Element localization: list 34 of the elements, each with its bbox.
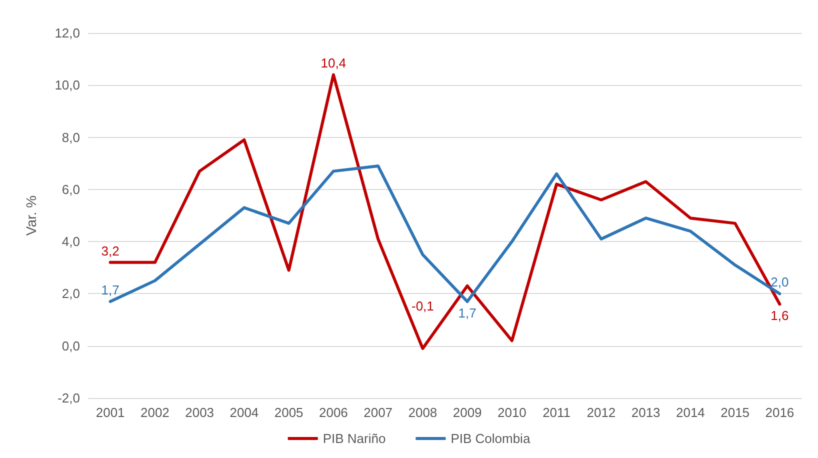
x-tick-label: 2009: [452, 405, 482, 420]
y-tick-label: 6,0: [62, 182, 80, 197]
x-tick-label: 2012: [586, 405, 616, 420]
y-axis-title: Var. %: [23, 195, 39, 236]
legend-label: PIB Nariño: [322, 431, 386, 446]
data-label: 2,0: [770, 274, 789, 290]
data-label: 10,4: [320, 56, 346, 71]
y-tick-label: 2,0: [62, 286, 80, 302]
x-tick-label: 2003: [185, 405, 214, 420]
legend-label: PIB Colombia: [450, 431, 531, 446]
x-tick-label: 2002: [140, 405, 170, 420]
x-tick-label: 2015: [720, 405, 750, 420]
x-tick-label: 2005: [274, 405, 304, 420]
x-tick-label: 2004: [230, 405, 259, 420]
y-tick-label: 8,0: [62, 130, 80, 145]
x-tick-label: 2013: [631, 405, 660, 420]
data-label: -0,1: [411, 298, 434, 314]
data-label: 1,7: [458, 306, 476, 321]
x-tick-label: 2016: [765, 405, 794, 420]
x-tick-label: 2010: [497, 405, 526, 420]
x-tick-label: 2001: [96, 405, 125, 420]
data-label: 1,6: [770, 308, 789, 324]
y-tick-label: -2,0: [58, 390, 80, 406]
x-tick-label: 2007: [364, 405, 393, 420]
x-tick-label: 2014: [676, 405, 705, 420]
y-tick-label: 0,0: [62, 338, 80, 354]
data-label: 1,7: [101, 282, 120, 298]
y-tick-label: 12,0: [54, 26, 80, 40]
x-tick-label: 2008: [408, 405, 438, 420]
x-tick-label: 2006: [318, 405, 348, 420]
x-tick-label: 2011: [542, 405, 571, 420]
y-tick-label: 10,0: [54, 78, 80, 93]
data-label: 3,2: [101, 243, 120, 258]
y-tick-label: 4,0: [62, 234, 80, 250]
